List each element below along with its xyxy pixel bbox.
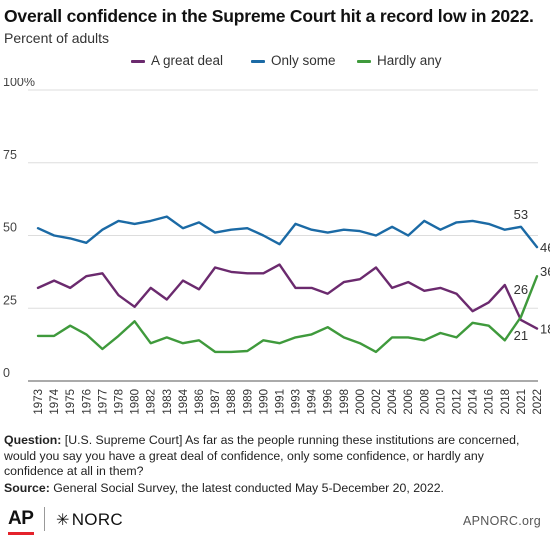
site-link[interactable]: APNORC.org	[462, 514, 541, 528]
x-tick-label-1978: 1978	[113, 389, 125, 415]
question-note: Question: [U.S. Supreme Court] As far as…	[4, 433, 546, 480]
norc-star-icon: ✳	[56, 512, 70, 529]
x-tick-label-1986: 1986	[194, 389, 206, 415]
x-tick-label-1987: 1987	[210, 389, 222, 415]
x-tick-label-1983: 1983	[162, 389, 174, 415]
x-tick-label-1994: 1994	[307, 388, 319, 414]
x-tick-label-1984: 1984	[178, 388, 190, 414]
chart-title: Overall confidence in the Supreme Court …	[4, 6, 534, 26]
legend-swatch-great-deal	[131, 59, 145, 63]
legend-label-only-some: Only some	[271, 53, 336, 68]
x-tick-label-2022: 2022	[532, 389, 544, 415]
legend-label-great-deal: A great deal	[151, 53, 224, 68]
legend-item-hardly-any: Hardly any	[357, 53, 442, 73]
question-label: Question:	[4, 433, 62, 447]
logo-divider	[44, 507, 45, 531]
legend-label-hardly-any: Hardly any	[377, 53, 442, 68]
x-tick-label-1977: 1977	[97, 389, 109, 415]
x-tick-label-2016: 2016	[484, 389, 496, 415]
x-tick-label-2021: 2021	[516, 389, 528, 415]
x-tick-label-1975: 1975	[65, 389, 77, 415]
x-tick-label-2000: 2000	[355, 389, 367, 415]
data-label-hardly-any-2022: 36	[540, 264, 550, 279]
x-tick-label-2006: 2006	[403, 389, 415, 415]
x-tick-label-1990: 1990	[258, 389, 270, 415]
chart-subtitle: Percent of adults	[4, 30, 110, 46]
series-line-only-some	[36, 215, 539, 249]
x-tick-label-2002: 2002	[371, 389, 383, 415]
y-tick-label-75: 75	[3, 148, 17, 162]
x-tick-label-1989: 1989	[242, 389, 254, 415]
source-text: General Social Survey, the latest conduc…	[49, 481, 444, 495]
legend-swatch-only-some	[251, 59, 265, 63]
x-tick-label-2004: 2004	[387, 388, 399, 414]
x-tick-label-1980: 1980	[130, 389, 142, 415]
x-tick-label-2014: 2014	[468, 388, 480, 414]
x-tick-label-1996: 1996	[323, 389, 335, 415]
y-tick-label-25: 25	[3, 293, 17, 307]
x-tick-label-1973: 1973	[33, 389, 45, 415]
y-tick-label-100: 100%	[3, 78, 35, 89]
y-tick-label-0: 0	[3, 366, 10, 380]
question-text: [U.S. Supreme Court] As far as the peopl…	[4, 433, 520, 479]
x-tick-label-1974: 1974	[49, 388, 61, 414]
x-tick-label-1991: 1991	[274, 389, 286, 415]
data-label-a-great-deal-2022: 18	[540, 322, 550, 337]
x-tick-label-1988: 1988	[226, 389, 238, 415]
x-tick-label-1982: 1982	[146, 389, 158, 415]
legend-item-great-deal: A great deal	[131, 53, 223, 73]
legend-swatch-hardly-any	[357, 59, 371, 63]
legend-item-only-some: Only some	[251, 53, 336, 73]
x-tick-label-2008: 2008	[419, 389, 431, 415]
series-line-hardly-any	[36, 274, 539, 354]
data-label-hardly-any-2021: 26	[514, 282, 528, 297]
x-tick-label-1993: 1993	[291, 389, 303, 415]
x-tick-label-2012: 2012	[452, 389, 464, 415]
source-note: Source: General Social Survey, the lates…	[4, 481, 546, 495]
y-tick-label-50: 50	[3, 221, 17, 235]
norc-logo: ✳ NORC	[56, 510, 123, 529]
series-line-a-great-deal	[36, 263, 539, 330]
x-tick-label-1976: 1976	[81, 389, 93, 415]
line-chart: 0 25 50 75 100% 1973 1974 1975 1976 1977 1978 1980 1…	[3, 78, 550, 415]
x-tick-label-2018: 2018	[500, 389, 512, 415]
x-tick-label-2010: 2010	[435, 389, 447, 415]
legend: A great deal Only some Hardly any	[0, 53, 550, 73]
x-tick-label-1998: 1998	[339, 389, 351, 415]
source-label: Source:	[4, 481, 50, 495]
data-label-a-great-deal-2021: 21	[514, 328, 528, 343]
ap-logo: AP	[8, 508, 34, 535]
data-label-only-some-2021: 53	[514, 207, 528, 222]
data-label-only-some-2022: 46	[540, 240, 550, 255]
